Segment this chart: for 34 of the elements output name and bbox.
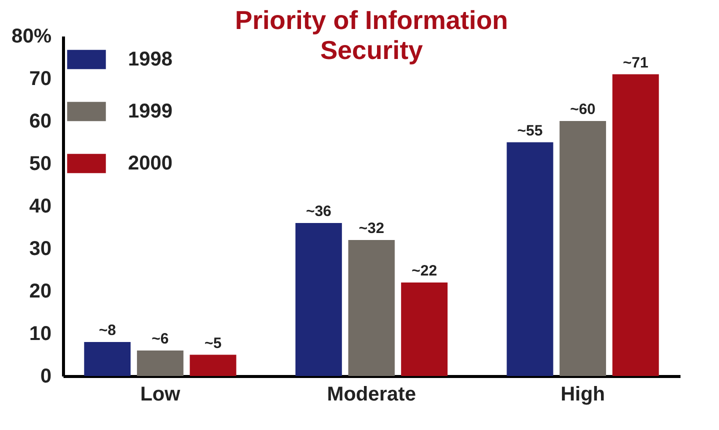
bar [506,142,554,376]
data-label: ~32 [358,220,384,237]
bar [560,121,606,376]
bar [295,223,342,376]
legend-label: 1998 [128,48,172,70]
x-tick-label: Moderate [327,384,416,406]
y-tick-label: 40 [29,196,52,218]
legend-label: 2000 [128,152,172,174]
y-tick-label: 30 [29,238,52,260]
y-tick-label: 80% [11,26,52,48]
bar [612,74,659,376]
y-tick-label: 20 [29,280,52,302]
data-label: ~60 [570,101,596,118]
x-tick-label: Low [140,384,181,406]
legend-label: 1999 [128,100,172,122]
y-tick-label: 0 [40,366,52,388]
data-label: ~6 [152,330,169,348]
data-label: ~71 [622,54,648,72]
y-tick-label: 60 [29,110,52,132]
data-label: ~55 [517,122,543,140]
bar [348,240,395,376]
data-label: ~5 [204,334,222,352]
bar [401,282,448,376]
y-tick-label: 50 [29,153,52,175]
data-label: ~8 [98,322,116,339]
y-tick-label: 70 [29,68,52,90]
data-label: ~36 [306,203,332,220]
data-label: ~22 [412,262,438,280]
bar [190,354,236,376]
chart-title: Priority of Information Security [235,5,508,65]
bar [136,350,184,376]
bar [84,342,131,376]
y-tick-label: 10 [29,323,52,345]
x-tick-label: High [560,384,606,406]
